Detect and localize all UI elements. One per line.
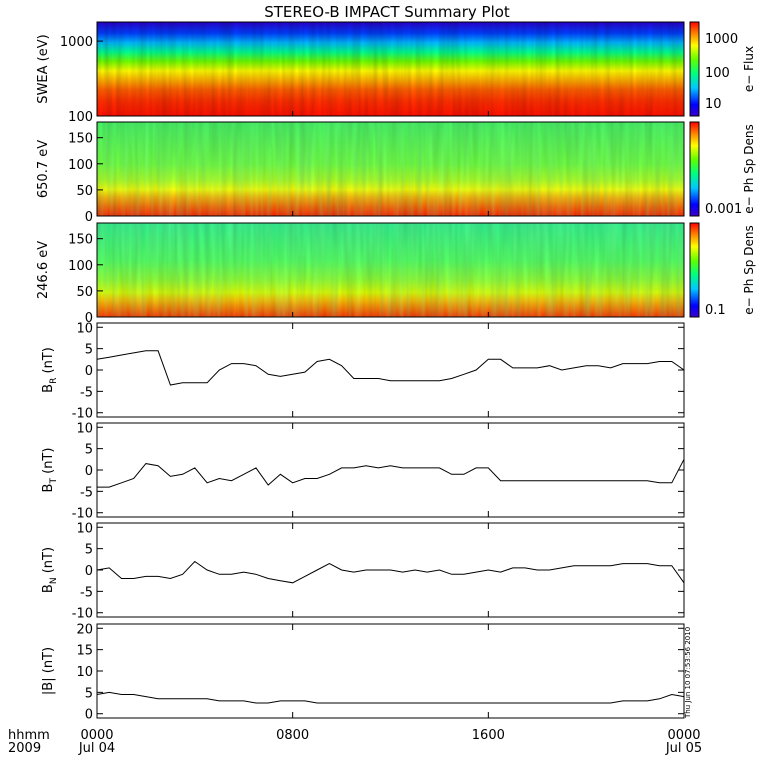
colorbar-swea [689,21,700,117]
time-axis-left-label-hhmm: hhmm [8,728,50,743]
BT-ytick-label: -5 [80,485,93,500]
BR-ytick-label: -5 [80,385,93,400]
BR-ytick-label: -10 [72,407,93,422]
swea-colorbar-tick: 10 [705,97,722,112]
BR-frame [96,322,685,418]
pad650-colorbar-tick: 0.001 [705,202,742,217]
pad246-ylabel: 246.6 eV [36,241,51,299]
swea-colorbar-tick: 100 [705,66,730,81]
BN-ytick-label: 0 [85,564,93,579]
swea-colorbar-label: e− Flux [742,46,756,92]
BT-series-line [97,459,685,488]
pad246-colorbar-label: e− Ph Sp Dens [742,225,756,314]
pad246-colorbar-tick: 0.1 [705,303,726,318]
BR-ytick-label: 5 [85,343,93,358]
Bmag-ytick-label: 5 [85,686,93,701]
swea-spectrogram [96,21,685,117]
pad246-ytick-label: 150 [68,233,93,248]
pad650-ylabel: 650.7 eV [36,140,51,198]
BR-ytick-label: 10 [76,321,93,336]
swea-ytick-label: 1000 [60,35,93,50]
Bmag-ytick-label: 0 [85,708,93,723]
pad246-spectrogram [96,222,685,318]
colorbar-pad650 [689,121,700,217]
pad650-ytick-label: 50 [76,184,93,199]
BN-series-line [96,560,685,584]
BT-ytick-label: 0 [85,464,93,479]
plot-title: STEREO-B IMPACT Summary Plot [264,3,510,21]
Bmag-frame [96,623,685,719]
BN-ytick-label: -10 [72,607,93,622]
Bmag-series-line [96,691,685,704]
BN-ytick-label: -5 [80,585,93,600]
BR-ylabel: BR (nT) [41,347,59,393]
BT-frame [96,422,685,518]
BT-ytick-label: 5 [85,443,93,458]
time-tick-label: 0000 [667,728,700,743]
time-axis-left-label-year: 2009 [8,741,41,756]
BN-ytick-label: 5 [85,543,93,558]
time-tick-label: 0800 [276,728,309,743]
pad650-ytick-label: 150 [68,132,93,147]
BT-ytick-label: -10 [72,507,93,522]
pad650-spectrogram [96,121,685,217]
pad246-ytick-label: 100 [68,259,93,274]
Bmag-ytick-label: 15 [76,644,93,659]
pad650-ytick-label: 0 [85,210,93,225]
date-tick-label: Jul 04 [78,741,115,756]
footer-stamp: Thu Jun 10 07:53:56 2010 [684,627,692,719]
BN-ytick-label: 10 [76,521,93,536]
time-tick-label: 0000 [80,728,113,743]
BR-series-line [96,350,685,386]
swea-ylabel: SWEA (eV) [36,34,51,103]
Bmag-ytick-label: 10 [76,665,93,680]
Bmag-ytick-label: 20 [76,622,93,637]
BR-ytick-label: 0 [85,364,93,379]
pad650-colorbar-label: e− Ph Sp Dens [742,124,756,213]
BN-ylabel: BN (nT) [41,547,59,593]
colorbar-pad246 [689,222,700,318]
swea-ytick-label: 100 [68,110,93,125]
swea-colorbar-tick: 1000 [705,32,738,47]
pad246-ytick-label: 0 [85,311,93,326]
time-tick-label: 1600 [472,728,505,743]
pad246-ytick-label: 50 [76,285,93,300]
BT-ytick-label: 10 [76,421,93,436]
Bmag-ylabel: |B| (nT) [41,647,56,695]
pad650-ytick-label: 100 [68,158,93,173]
date-tick-label: Jul 05 [665,741,702,756]
magnetic-field-panels: -10 -5 0 5 10 BR (nT) -10 -5 0 5 10 BT (nT) -10 -5 0 5 1… [41,321,685,723]
BT-ylabel: BT (nT) [41,448,59,493]
